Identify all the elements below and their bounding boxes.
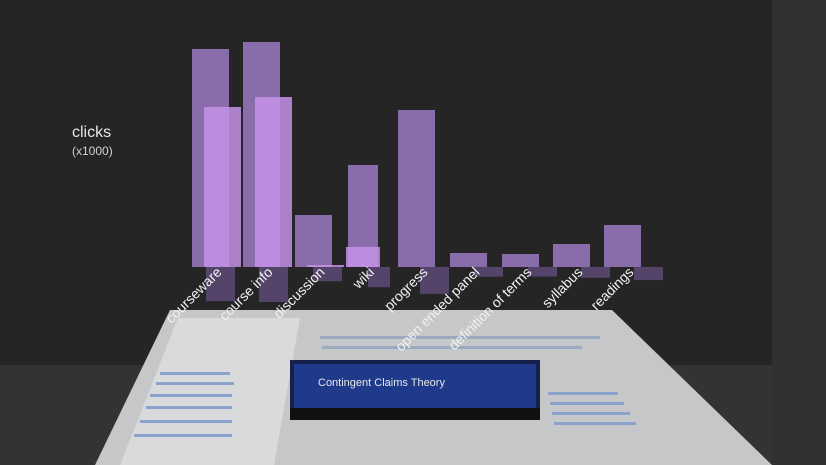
bar-reflection-open-ended-panel	[474, 267, 503, 277]
bars-highlight-series	[204, 97, 380, 267]
bar-discussion	[295, 215, 332, 267]
bar-reflection-syllabus	[581, 267, 610, 278]
bar-reflection-wiki	[368, 267, 390, 288]
bar-reflection-discussion	[313, 267, 342, 282]
chart-panel	[0, 0, 772, 365]
bar-syllabus	[553, 244, 590, 267]
bar-definition-of-terms	[502, 254, 539, 267]
bar-reflection-progress	[420, 267, 449, 294]
bar-reflections	[206, 267, 663, 302]
bar-reflection-definition-of-terms	[528, 267, 557, 277]
bar-reflection-course-info	[259, 267, 288, 302]
video-title: Contingent Claims Theory	[318, 377, 445, 389]
bar-highlight-course-info	[255, 97, 292, 267]
bar-highlight-wiki	[346, 247, 380, 267]
bar-highlight-discussion	[307, 265, 344, 267]
y-axis-unit: (x1000)	[72, 144, 113, 158]
bar-open-ended-panel	[450, 253, 487, 267]
course-page: Contingent Claims Theory	[95, 310, 772, 465]
video-controls[interactable]	[290, 408, 540, 420]
page-text-lines	[134, 336, 636, 437]
y-axis-label: clicks	[72, 124, 112, 141]
bar-reflection-readings	[634, 267, 663, 281]
background-strip	[772, 0, 826, 465]
bar-reflection-courseware	[206, 267, 235, 302]
bar-highlight-courseware	[204, 107, 241, 267]
bar-readings	[604, 225, 641, 267]
bar-progress	[398, 110, 435, 267]
